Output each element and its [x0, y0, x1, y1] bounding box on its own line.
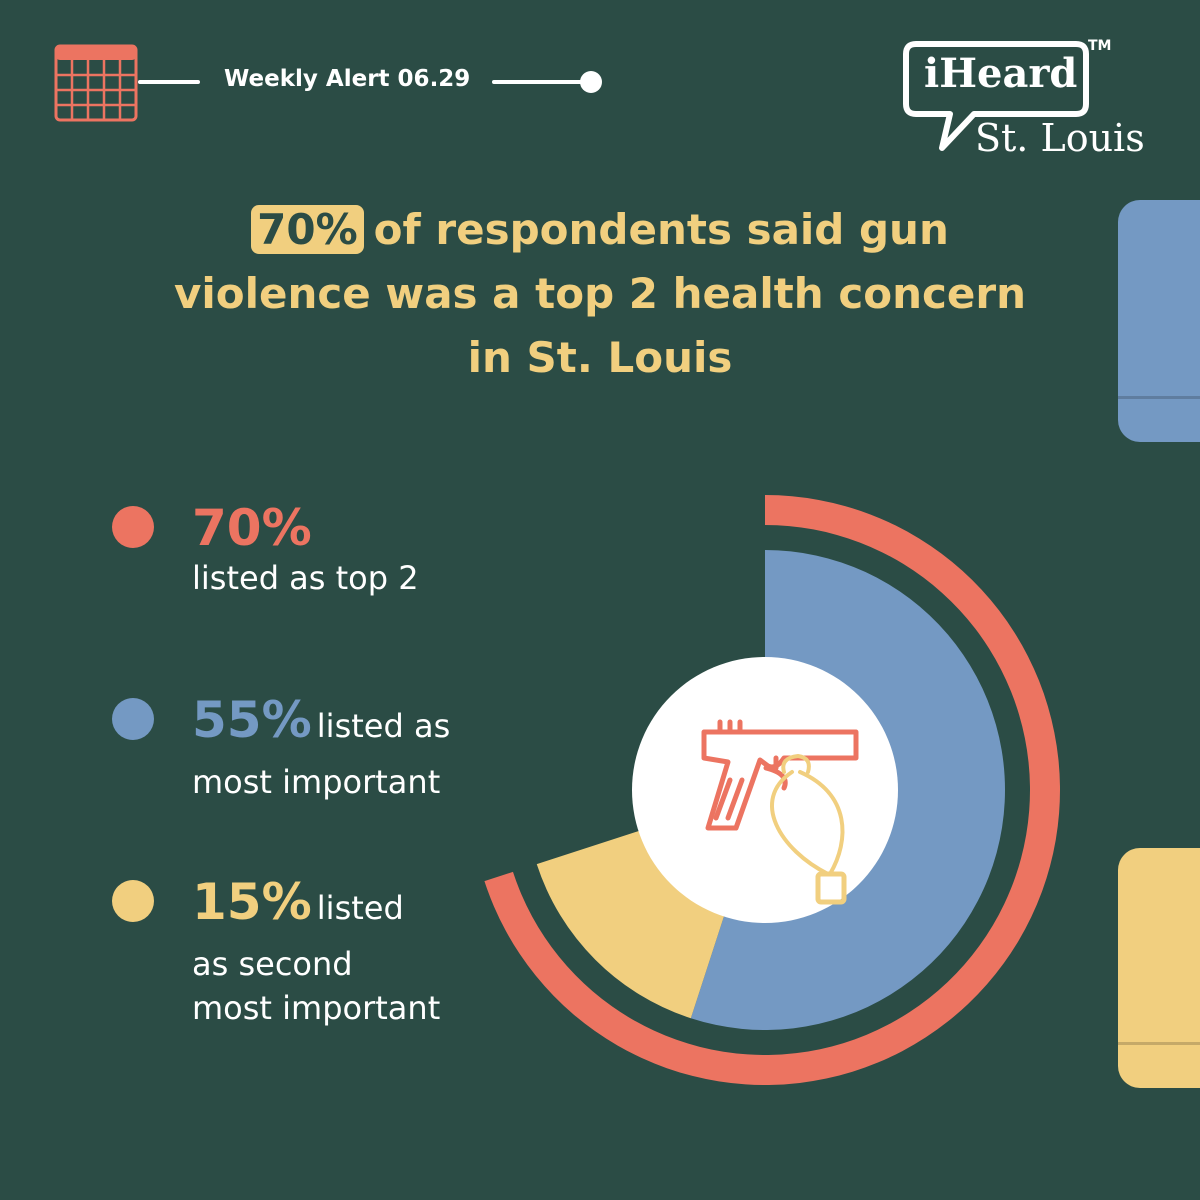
logo-speech-bubble-icon	[903, 41, 1089, 151]
legend-value-second: 15%	[192, 873, 312, 931]
legend-value-top2: 70%	[192, 499, 312, 557]
legend-text-inline-most-important: listed as	[316, 707, 451, 745]
legend-text-most-important: most important	[192, 763, 441, 801]
logo-name: iHeard	[924, 50, 1078, 97]
logo-city: St. Louis	[975, 116, 1145, 160]
legend-item-top2: 70% listed as top 2	[192, 500, 419, 600]
chart-center-circle	[632, 657, 898, 923]
side-card-blue	[1118, 200, 1200, 442]
legend-dot-top2	[112, 506, 154, 548]
side-card-yellow	[1118, 848, 1200, 1088]
headline-highlight: 70%	[251, 205, 364, 254]
legend-text-top2: listed as top 2	[192, 559, 419, 597]
legend-value-most-important: 55%	[192, 691, 312, 749]
logo-tm: TM	[1088, 38, 1112, 54]
legend-text-inline-second: listed	[316, 889, 404, 927]
alert-line-dot	[580, 71, 602, 93]
headline-text: of respondents said gun violence was a t…	[174, 205, 1026, 382]
chart-slice-most-important	[690, 550, 1005, 1030]
legend-dot-most-important	[112, 698, 154, 740]
legend-dot-second	[112, 880, 154, 922]
alert-line-left	[138, 80, 200, 84]
chart-slice-second	[536, 830, 725, 1019]
legend-item-second: 15% listed as second most important	[192, 874, 440, 1030]
calendar-icon	[54, 44, 138, 122]
legend-text-second-2: most important	[192, 989, 441, 1027]
weekly-alert-label: Weekly Alert 06.29	[224, 66, 471, 92]
legend-text-second: as second	[192, 945, 353, 983]
gun-with-tag-icon	[701, 719, 859, 905]
legend-item-most-important: 55% listed as most important	[192, 692, 450, 804]
headline: 70% of respondents said gun violence was …	[150, 198, 1050, 390]
alert-line-right	[492, 80, 584, 84]
